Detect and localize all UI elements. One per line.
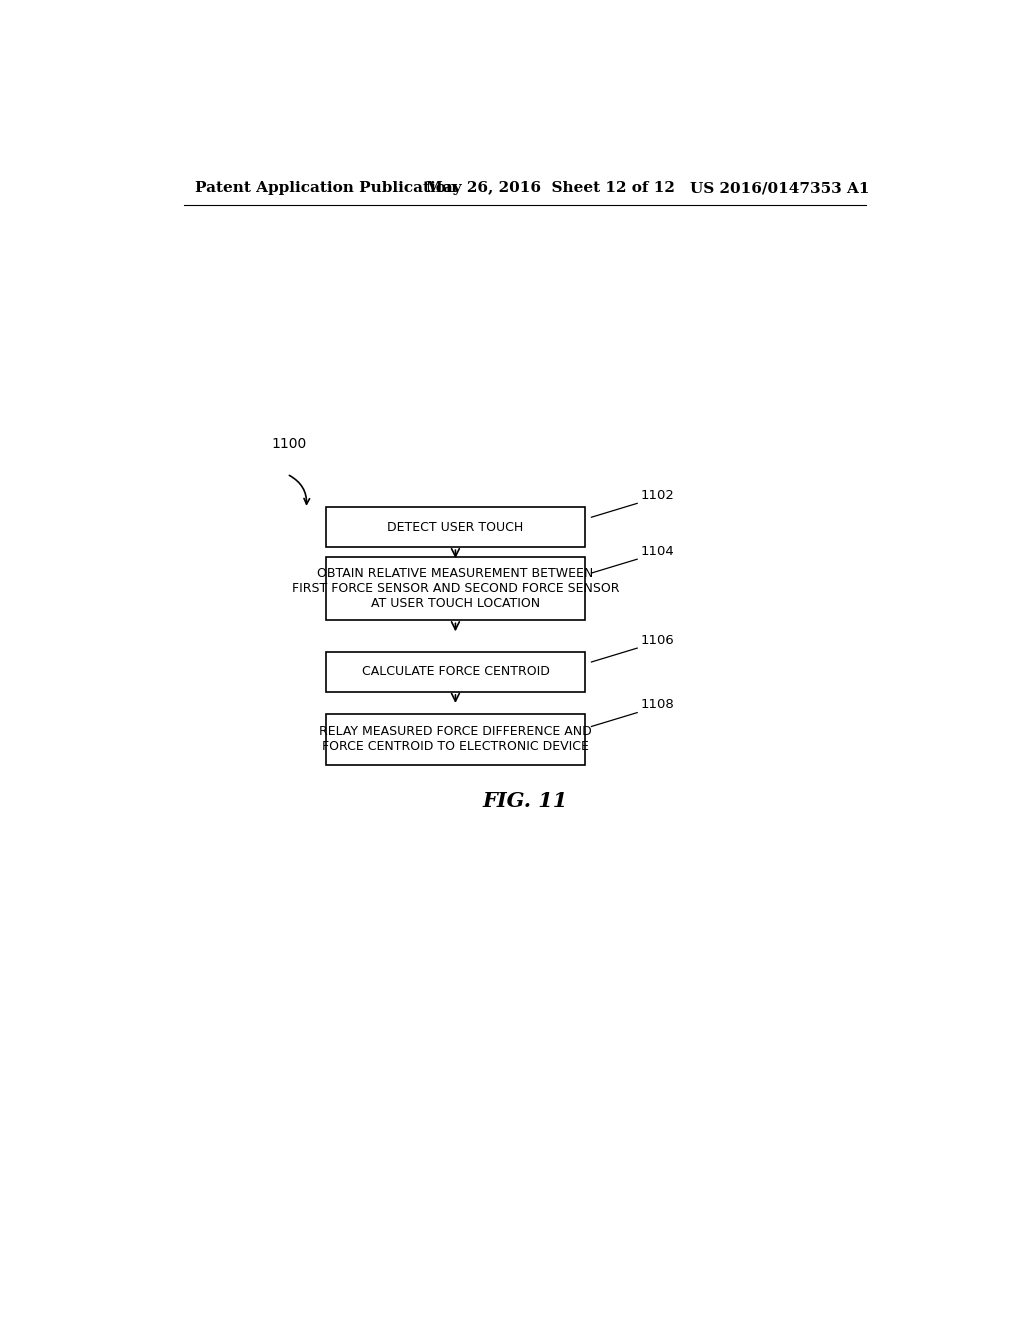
Text: CALCULATE FORCE CENTROID: CALCULATE FORCE CENTROID [361, 665, 549, 678]
Text: OBTAIN RELATIVE MEASUREMENT BETWEEN
FIRST FORCE SENSOR AND SECOND FORCE SENSOR
A: OBTAIN RELATIVE MEASUREMENT BETWEEN FIRS… [292, 568, 620, 610]
Text: 1102: 1102 [641, 488, 675, 502]
Text: 1108: 1108 [641, 698, 675, 711]
Text: RELAY MEASURED FORCE DIFFERENCE AND
FORCE CENTROID TO ELECTRONIC DEVICE: RELAY MEASURED FORCE DIFFERENCE AND FORC… [319, 726, 592, 754]
Bar [326, 557, 586, 620]
Text: DETECT USER TOUCH: DETECT USER TOUCH [387, 520, 523, 533]
Text: 1100: 1100 [271, 437, 306, 451]
Text: FIG. 11: FIG. 11 [482, 792, 567, 812]
Text: May 26, 2016  Sheet 12 of 12: May 26, 2016 Sheet 12 of 12 [426, 181, 675, 195]
Text: Patent Application Publication: Patent Application Publication [196, 181, 458, 195]
Bar [326, 507, 586, 548]
Bar [326, 652, 586, 692]
Text: US 2016/0147353 A1: US 2016/0147353 A1 [690, 181, 869, 195]
Text: 1106: 1106 [641, 634, 675, 647]
Text: 1104: 1104 [641, 545, 675, 557]
Bar [326, 714, 586, 766]
